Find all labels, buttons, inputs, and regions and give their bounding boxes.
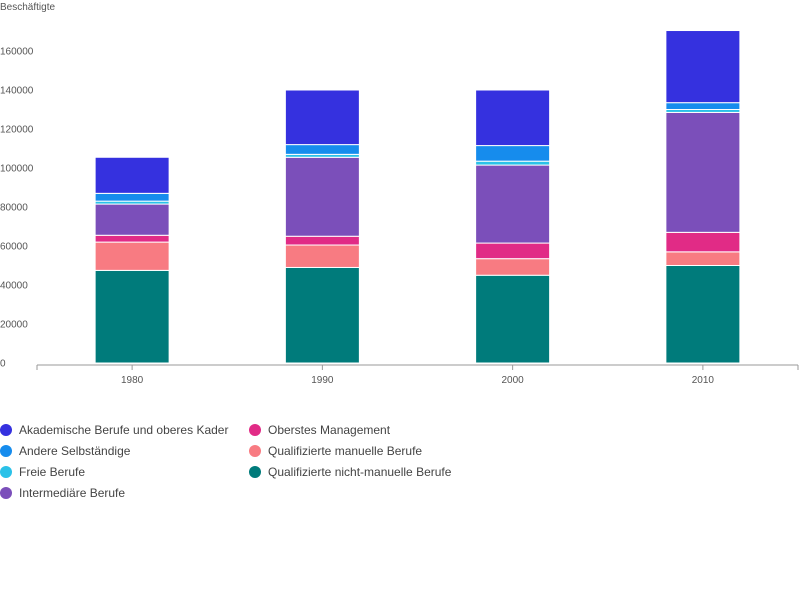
bar-segment[interactable] bbox=[94, 269, 170, 364]
legend-label: Qualifizierte nicht-manuelle Berufe bbox=[268, 465, 452, 479]
bar-segment[interactable] bbox=[475, 145, 551, 162]
y-tick-label: 120000 bbox=[0, 125, 34, 136]
y-tick-label: 40000 bbox=[0, 281, 28, 292]
legend-item-oberstes-management[interactable]: Oberstes Management bbox=[249, 423, 390, 437]
bar-segment[interactable] bbox=[665, 111, 741, 233]
bar-segment[interactable] bbox=[284, 89, 360, 146]
bar-segment[interactable] bbox=[475, 274, 551, 364]
legend-label: Freie Berufe bbox=[19, 465, 86, 479]
legend-swatch bbox=[0, 445, 12, 457]
bar-segment[interactable] bbox=[665, 265, 741, 364]
bar-segment[interactable] bbox=[94, 156, 170, 194]
bar-segment[interactable] bbox=[665, 231, 741, 253]
bar-segment[interactable] bbox=[665, 251, 741, 267]
y-axis-title: Beschäftigte bbox=[0, 2, 56, 13]
bar-segment[interactable] bbox=[94, 203, 170, 236]
legend-item-qualifizierte-nicht-manuelle[interactable]: Qualifizierte nicht-manuelle Berufe bbox=[249, 465, 451, 479]
legend-swatch bbox=[249, 445, 261, 457]
bar-segment[interactable] bbox=[94, 234, 170, 243]
x-tick-label: 1990 bbox=[311, 375, 334, 386]
y-tick-label: 0 bbox=[0, 359, 6, 370]
legend-item-freie-berufe[interactable]: Freie Berufe bbox=[0, 465, 85, 479]
y-tick-label: 160000 bbox=[0, 47, 34, 58]
legend-label: Qualifizierte manuelle Berufe bbox=[268, 444, 423, 458]
legend-swatch bbox=[0, 466, 12, 478]
legend-label: Oberstes Management bbox=[268, 423, 391, 437]
legend-swatch bbox=[0, 424, 12, 436]
bar-segment[interactable] bbox=[665, 30, 741, 104]
bar-segment[interactable] bbox=[94, 192, 170, 202]
bar-segment[interactable] bbox=[475, 160, 551, 166]
stacked-bar-chart: 0 20000 40000 60000 80000 100000 120000 140000 1… bbox=[0, 30, 799, 386]
bar-segment[interactable] bbox=[284, 244, 360, 268]
y-tick-label: 60000 bbox=[0, 242, 28, 253]
y-tick-label: 140000 bbox=[0, 86, 34, 97]
legend-item-akademische[interactable]: Akademische Berufe und oberes Kader bbox=[0, 423, 228, 437]
legend-swatch bbox=[0, 487, 12, 499]
legend-label: Akademische Berufe und oberes Kader bbox=[19, 423, 229, 437]
legend-swatch bbox=[249, 466, 261, 478]
bar-segment[interactable] bbox=[475, 89, 551, 147]
bar-segment[interactable] bbox=[284, 156, 360, 237]
bar-segment[interactable] bbox=[284, 235, 360, 246]
bar-segment[interactable] bbox=[284, 266, 360, 364]
legend-item-intermediaere[interactable]: Intermediäre Berufe bbox=[0, 486, 125, 500]
bar-segment[interactable] bbox=[665, 102, 741, 111]
y-tick-label: 20000 bbox=[0, 320, 28, 331]
x-tick-label: 2010 bbox=[692, 375, 715, 386]
x-tick-label: 1980 bbox=[121, 375, 144, 386]
bar-segment[interactable] bbox=[475, 258, 551, 276]
x-tick-label: 2000 bbox=[502, 375, 525, 386]
legend-item-andere-selbstaendige[interactable]: Andere Selbständige bbox=[0, 444, 130, 458]
bar-segment[interactable] bbox=[94, 241, 170, 271]
legend-label: Intermediäre Berufe bbox=[19, 486, 126, 500]
legend-swatch bbox=[249, 424, 261, 436]
legend-label: Andere Selbständige bbox=[19, 444, 131, 458]
bar-segment[interactable] bbox=[475, 242, 551, 260]
bar-segment[interactable] bbox=[284, 144, 360, 155]
y-tick-label: 80000 bbox=[0, 203, 28, 214]
legend-item-qualifizierte-manuelle[interactable]: Qualifizierte manuelle Berufe bbox=[249, 444, 422, 458]
y-tick-label: 100000 bbox=[0, 164, 34, 175]
bar-segment[interactable] bbox=[475, 164, 551, 244]
